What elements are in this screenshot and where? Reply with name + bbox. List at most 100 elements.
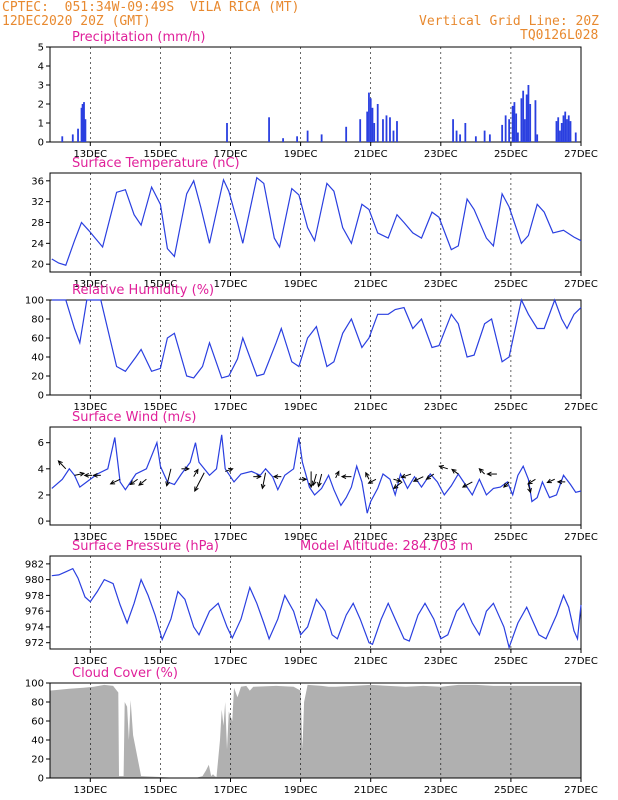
precip-bar — [268, 117, 270, 142]
wind-arrow-head — [478, 468, 484, 474]
wind-arrow-shaft — [317, 473, 323, 487]
wind-arrow-shaft — [335, 471, 340, 479]
cloud-cover-area — [50, 684, 581, 778]
pressure-xtick-label: 19DEC — [284, 656, 318, 667]
cloud-ytick-label: 40 — [31, 736, 44, 747]
cloud-xtick-label: 25DEC — [494, 785, 528, 796]
wind-arrow-shaft — [413, 476, 424, 482]
wind-xtick-label: 19DEC — [284, 532, 318, 543]
precip-bar — [520, 98, 523, 142]
rh-series-line — [51, 298, 582, 379]
precip-bar — [562, 115, 565, 142]
wind-arrow-shaft — [312, 473, 317, 486]
rh-ytick-label: 60 — [31, 334, 44, 345]
precip-bar — [559, 130, 561, 142]
rh-xtick-label: 15DEC — [144, 402, 178, 413]
pressure-ytick-label: 976 — [25, 607, 44, 618]
precip-ytick-label: 5 — [38, 43, 44, 54]
wind-arrow-shaft — [129, 478, 138, 485]
pressure-xtick-label: 21DEC — [354, 656, 388, 667]
precip-bar — [527, 85, 530, 142]
wind-arrow-shaft — [58, 460, 67, 470]
wind-arrow-head — [129, 480, 135, 486]
precip-xtick-label: 17DEC — [214, 149, 248, 160]
wind-arrow-shaft — [462, 481, 473, 488]
rh-ytick-label: 40 — [31, 353, 44, 364]
rh-xtick-label: 17DEC — [214, 402, 248, 413]
temp-ytick-label: 32 — [31, 197, 44, 208]
temp-ytick-label: 28 — [31, 218, 44, 229]
wind-arrow-shaft — [439, 465, 448, 470]
wind-arrow-head — [546, 478, 552, 484]
precip-bar — [511, 105, 514, 142]
wind-arrow-head — [412, 477, 419, 482]
precip-bar — [80, 107, 83, 142]
cloud-title: Cloud Cover (%) — [72, 666, 178, 681]
precip-bar — [564, 111, 567, 142]
pressure-xtick-label: 17DEC — [214, 656, 248, 667]
wind-arrow-shaft — [527, 484, 532, 493]
wind-arrow-head — [425, 475, 431, 480]
wind-ytick-label: 0 — [38, 517, 44, 528]
precip-bar — [392, 130, 395, 142]
wind-arrow-head — [367, 479, 374, 484]
precip-bar — [373, 123, 376, 142]
wind-arrow-head — [165, 481, 170, 487]
temp-xtick-label: 27DEC — [564, 279, 598, 290]
pressure-ytick-label: 972 — [25, 638, 44, 649]
precip-frame — [49, 46, 582, 143]
pressure-frame — [49, 555, 582, 650]
precip-bar — [555, 121, 558, 142]
cloud-ytick-label: 80 — [31, 698, 44, 709]
precip-ytick-label: 0 — [38, 138, 44, 149]
wind-arrow-head — [461, 483, 468, 488]
wind-arrow-head — [527, 479, 533, 485]
wind-ytick-label: 6 — [38, 438, 44, 449]
wind-arrow-head — [400, 473, 407, 479]
wind-arrow-head — [503, 482, 509, 488]
precip-bar — [560, 123, 563, 142]
wind-arrow-head — [301, 476, 308, 482]
cloud-ytick-label: 20 — [31, 755, 44, 766]
cloud-xtick-label: 19DEC — [284, 785, 318, 796]
pressure-xtick-label: 27DEC — [564, 656, 598, 667]
temp-xtick-label: 13DEC — [73, 279, 107, 290]
precip-bar — [77, 128, 79, 142]
precip-bar — [368, 92, 370, 142]
wind-arrow-shaft — [451, 469, 459, 475]
wind-arrow-shaft — [401, 473, 412, 478]
rh-ytick-label: 80 — [31, 315, 44, 326]
precip-bar — [61, 136, 64, 142]
precip-bar — [567, 115, 570, 142]
pressure-xtick-label: 13DEC — [73, 656, 107, 667]
temp-title: Surface Temperature (nC) — [72, 156, 240, 171]
temp-ytick-label: 24 — [31, 239, 44, 250]
header-grid-note: Vertical Grid Line: 20Z — [419, 14, 600, 29]
temp-xtick-label: 21DEC — [354, 279, 388, 290]
wind-ytick-label: 2 — [38, 490, 44, 501]
wind-xtick-label: 25DEC — [494, 532, 528, 543]
wind-arrow-shaft — [547, 478, 555, 483]
pressure-ytick-label: 982 — [25, 559, 44, 570]
wind-xtick-label: 13DEC — [73, 532, 107, 543]
header-run-time: 12DEC2020 20Z (GMT) — [2, 14, 151, 29]
wind-arrow-shaft — [365, 472, 370, 480]
wind-arrow-head — [260, 483, 266, 490]
precip-bar — [513, 102, 516, 142]
pressure-xtick-label: 23DEC — [424, 656, 458, 667]
precip-ytick-label: 1 — [38, 119, 44, 130]
cloud-xtick-label: 15DEC — [144, 785, 178, 796]
precip-ytick-label: 2 — [38, 100, 44, 111]
wind-arrow-head — [527, 487, 532, 494]
precip-bar — [515, 113, 518, 142]
pressure-xtick-label: 25DEC — [494, 656, 528, 667]
wind-arrow-shaft — [393, 478, 401, 482]
precip-title: Precipitation (mm/h) — [72, 30, 205, 45]
rh-xtick-label: 13DEC — [73, 402, 107, 413]
wind-arrow-shaft — [503, 481, 510, 488]
precip-bar — [488, 134, 491, 142]
wind-arrow-head — [83, 472, 89, 478]
wind-arrow-shaft — [261, 472, 267, 489]
temp-xtick-label: 15DEC — [144, 279, 178, 290]
